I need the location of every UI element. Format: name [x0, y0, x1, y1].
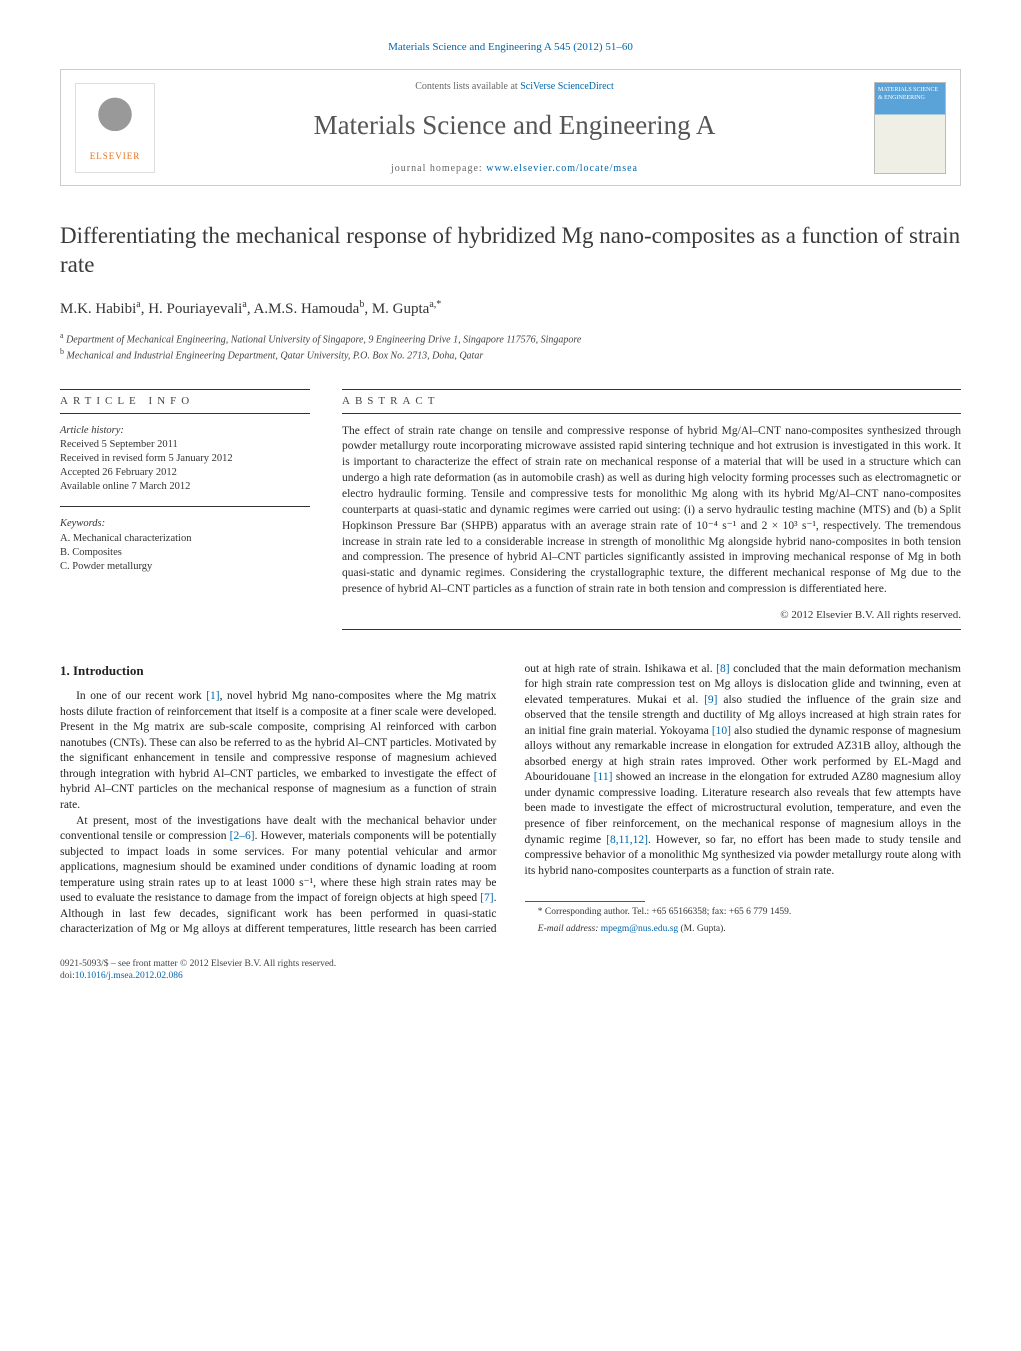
ref-1-link[interactable]: [1] [206, 690, 219, 702]
info-abstract-row: article info Article history: Received 5… [60, 385, 961, 634]
journal-reference: Materials Science and Engineering A 545 … [60, 40, 961, 55]
doi-prefix: doi: [60, 971, 75, 981]
history-online: Available online 7 March 2012 [60, 480, 310, 494]
ref-7-link[interactable]: [7] [480, 892, 493, 904]
body-two-columns: 1. Introduction In one of our recent wor… [60, 662, 961, 938]
abstract-mid-rule [342, 413, 961, 414]
journal-homepage-link[interactable]: www.elsevier.com/locate/msea [486, 163, 638, 174]
intro-paragraph-1: In one of our recent work [1], novel hyb… [60, 689, 497, 813]
journal-homepage-line: journal homepage: www.elsevier.com/locat… [155, 162, 874, 176]
ref-8-link[interactable]: [8] [716, 663, 729, 675]
cover-title-text: MATERIALS SCIENCE & ENGINEERING [878, 86, 942, 115]
elsevier-logo: ELSEVIER [75, 83, 155, 173]
header-middle: Contents lists available at SciVerse Sci… [155, 80, 874, 175]
history-revised: Received in revised form 5 January 2012 [60, 452, 310, 466]
doi-link[interactable]: 10.1016/j.msea.2012.02.086 [75, 971, 183, 981]
ref-10-link[interactable]: [10] [712, 725, 731, 737]
journal-cover-thumbnail: MATERIALS SCIENCE & ENGINEERING [874, 82, 946, 174]
history-accepted: Accepted 26 February 2012 [60, 466, 310, 480]
abstract-bottom-rule [342, 629, 961, 630]
p1-post: , novel hybrid Mg nano-composites where … [60, 690, 497, 811]
keywords-label: Keywords: [60, 518, 105, 529]
abstract-heading: abstract [342, 394, 961, 409]
abstract-top-rule [342, 389, 961, 390]
article-history-block: Article history: Received 5 September 20… [60, 424, 310, 495]
abstract-copyright: © 2012 Elsevier B.V. All rights reserved… [342, 608, 961, 623]
ref-2-6-link[interactable]: [2–6] [230, 830, 255, 842]
sciencedirect-link[interactable]: SciVerse ScienceDirect [520, 81, 614, 92]
ref-9-link[interactable]: [9] [704, 694, 717, 706]
keywords-block: Keywords: A. Mechanical characterization… [60, 517, 310, 574]
homepage-pre: journal homepage: [391, 163, 486, 174]
journal-title: Materials Science and Engineering A [155, 107, 874, 143]
corresponding-email-link[interactable]: mpegm@nus.edu.sg [601, 924, 678, 934]
author-list: M.K. Habibia, H. Pouriayevalia, A.M.S. H… [60, 298, 961, 319]
journal-header-box: ELSEVIER Contents lists available at Sci… [60, 69, 961, 186]
keyword-1: A. Mechanical characterization [60, 532, 310, 546]
issn-copyright-line: 0921-5093/$ – see front matter © 2012 El… [60, 958, 961, 971]
article-info-heading: article info [60, 394, 310, 409]
abstract-column: abstract The effect of strain rate chang… [342, 385, 961, 634]
abstract-text: The effect of strain rate change on tens… [342, 424, 961, 598]
email-footnote: E-mail address: mpegm@nus.edu.sg (M. Gup… [525, 923, 962, 936]
affiliation-b: b Mechanical and Industrial Engineering … [60, 347, 961, 363]
doi-line: doi:10.1016/j.msea.2012.02.086 [60, 970, 961, 983]
info-kw-rule [60, 506, 310, 507]
elsevier-tree-icon [91, 92, 139, 148]
p1-pre: In one of our recent work [76, 690, 206, 702]
history-label: Article history: [60, 425, 124, 436]
footnote-separator [525, 901, 645, 902]
elsevier-wordmark: ELSEVIER [90, 150, 141, 162]
section-1-heading: 1. Introduction [60, 662, 497, 680]
history-received: Received 5 September 2011 [60, 438, 310, 452]
keyword-3: C. Powder metallurgy [60, 560, 310, 574]
keyword-2: B. Composites [60, 546, 310, 560]
journal-ref-link[interactable]: Materials Science and Engineering A 545 … [388, 41, 633, 53]
contents-available-line: Contents lists available at SciVerse Sci… [155, 80, 874, 94]
corresponding-author-footnote: * Corresponding author. Tel.: +65 651663… [525, 906, 962, 919]
affiliations: a Department of Mechanical Engineering, … [60, 331, 961, 363]
affiliation-a: a Department of Mechanical Engineering, … [60, 331, 961, 347]
ref-11-link[interactable]: [11] [594, 771, 613, 783]
email-who: (M. Gupta). [678, 924, 726, 934]
info-top-rule [60, 389, 310, 390]
article-info-column: article info Article history: Received 5… [60, 385, 310, 634]
contents-pre: Contents lists available at [415, 81, 520, 92]
email-label: E-mail address: [538, 924, 601, 934]
info-mid-rule [60, 413, 310, 414]
article-title: Differentiating the mechanical response … [60, 222, 961, 280]
bottom-publication-line: 0921-5093/$ – see front matter © 2012 El… [60, 958, 961, 984]
ref-8-11-12-link[interactable]: [8,11,12] [606, 834, 648, 846]
